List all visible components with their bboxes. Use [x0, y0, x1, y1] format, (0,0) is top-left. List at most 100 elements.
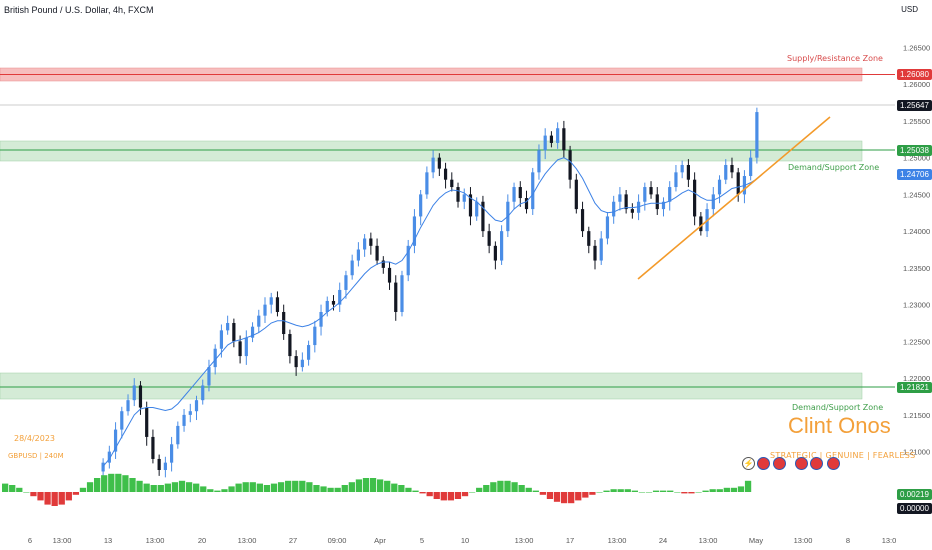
- candle-body: [194, 400, 199, 412]
- time-tick-label: 10: [461, 536, 469, 545]
- lightning-icon[interactable]: ⚡: [742, 457, 755, 470]
- candle-body: [593, 245, 597, 261]
- oscillator-bar: [546, 492, 554, 499]
- candle-body: [717, 179, 722, 195]
- candle-body: [338, 289, 342, 305]
- pair-note: GBPUSD | 240M: [8, 452, 64, 460]
- oscillator-bar: [660, 490, 667, 492]
- oscillator-bar: [299, 480, 306, 492]
- candle-body: [176, 425, 180, 445]
- candle-body: [331, 300, 336, 305]
- demand-zone-upper: [0, 140, 863, 162]
- oscillator-bar: [93, 478, 101, 492]
- price-tick-label: 1.22500: [903, 337, 930, 346]
- supply-price-badge: 1.26080: [897, 69, 932, 80]
- oscillator-bar: [235, 483, 242, 492]
- ma-price-badge: 1.24706: [897, 169, 932, 180]
- candle-body: [755, 112, 759, 158]
- oscillator-bar: [518, 485, 525, 492]
- candle-body: [294, 356, 298, 368]
- flag-us-icon-1[interactable]: [757, 457, 770, 470]
- oscillator-bar: [419, 492, 426, 494]
- price-axis[interactable]: 1.26500 1.26000 1.25500 1.25000 1.24500 1.240…: [903, 43, 930, 456]
- candle-body: [356, 249, 360, 261]
- oscillator-bar: [645, 492, 653, 493]
- candle-body: [387, 267, 392, 283]
- candle-body: [344, 275, 348, 290]
- oscillator-bar: [483, 485, 490, 492]
- oscillator-bar: [638, 492, 646, 493]
- oscillator-bar: [391, 483, 398, 492]
- candle-body: [574, 179, 578, 210]
- watermark-text: STRATEGIC | GENUINE | FEARLESS: [770, 451, 916, 460]
- price-tick-label: 1.24000: [903, 227, 930, 236]
- zones-layer: [0, 67, 895, 400]
- candle-body: [238, 341, 242, 357]
- oscillator-bar: [285, 480, 292, 492]
- trendline[interactable]: [637, 116, 831, 280]
- candle-body: [319, 311, 323, 327]
- supply-zone-label: Supply/Resistance Zone: [787, 54, 883, 63]
- price-tick-label: 1.21500: [903, 411, 930, 420]
- time-tick-label: 13:00: [794, 536, 813, 545]
- candle-body: [325, 300, 329, 312]
- flag-us-icon-3[interactable]: [795, 457, 808, 470]
- time-tick-label: 5: [420, 536, 424, 545]
- candle-body: [605, 216, 610, 239]
- candle-body: [481, 201, 485, 232]
- candle-body: [624, 194, 628, 210]
- demand-lower-price-badge: 1.21821: [897, 382, 932, 393]
- candle-body: [680, 164, 684, 173]
- candle-body: [113, 429, 118, 452]
- oscillator-bar: [313, 485, 320, 492]
- oscillator-bar: [320, 486, 327, 492]
- candle-body: [375, 245, 379, 261]
- oscillator-bar: [277, 482, 285, 492]
- oscillator-bar: [115, 473, 122, 492]
- demand-zone-upper-label: Demand/Support Zone: [788, 163, 880, 172]
- candle-body: [543, 135, 547, 151]
- time-tick-label: 20: [198, 536, 206, 545]
- price-tick-label: 1.23500: [903, 264, 930, 273]
- oscillator-bar: [150, 485, 157, 492]
- oscillator-bar: [702, 490, 709, 492]
- oscillator-bar: [532, 490, 539, 492]
- candle-body: [244, 337, 248, 357]
- time-tick-label: 13:00: [146, 536, 165, 545]
- candle-body: [226, 323, 230, 331]
- candle-body: [412, 216, 417, 246]
- candle-body: [686, 164, 690, 180]
- price-tick-label: 1.26500: [903, 43, 930, 52]
- oscillator-bar: [568, 492, 575, 504]
- oscillator-bar: [476, 487, 483, 492]
- flag-us-icon-5[interactable]: [827, 457, 840, 470]
- chart-title: British Pound / U.S. Dollar, 4h, FXCM: [4, 5, 154, 15]
- candle-body: [207, 367, 211, 386]
- candle-body: [250, 326, 255, 338]
- oscillator-bar: [249, 482, 256, 492]
- flag-us-icon-4[interactable]: [810, 457, 823, 470]
- oscillator-bar: [334, 487, 341, 492]
- candle-body: [425, 172, 429, 195]
- oscillator-bar: [101, 475, 108, 492]
- candle-body: [643, 187, 647, 202]
- candle-body: [219, 330, 224, 349]
- oscillator-bar: [461, 492, 469, 497]
- oscillator-bar: [497, 480, 504, 492]
- candle-body: [288, 334, 292, 357]
- oscillator-bar: [207, 489, 214, 492]
- oscillator-bar: [447, 492, 455, 501]
- oscillator-bar: [596, 492, 603, 493]
- time-axis[interactable]: 6 13:00 13 13:00 20 13:00 27 09:00 Apr 5 10 13:00 17…: [28, 536, 896, 545]
- oscillator-bar: [454, 492, 462, 499]
- oscillator-bar: [86, 482, 94, 492]
- oscillator-bar: [468, 492, 476, 493]
- oscillator-bar: [292, 480, 299, 492]
- candle-body: [381, 260, 385, 268]
- oscillator-bar: [709, 489, 716, 492]
- flag-us-icon-2[interactable]: [773, 457, 786, 470]
- candle-body: [524, 198, 529, 210]
- oscillator-bar: [108, 473, 115, 492]
- oscillator-bar: [185, 482, 193, 492]
